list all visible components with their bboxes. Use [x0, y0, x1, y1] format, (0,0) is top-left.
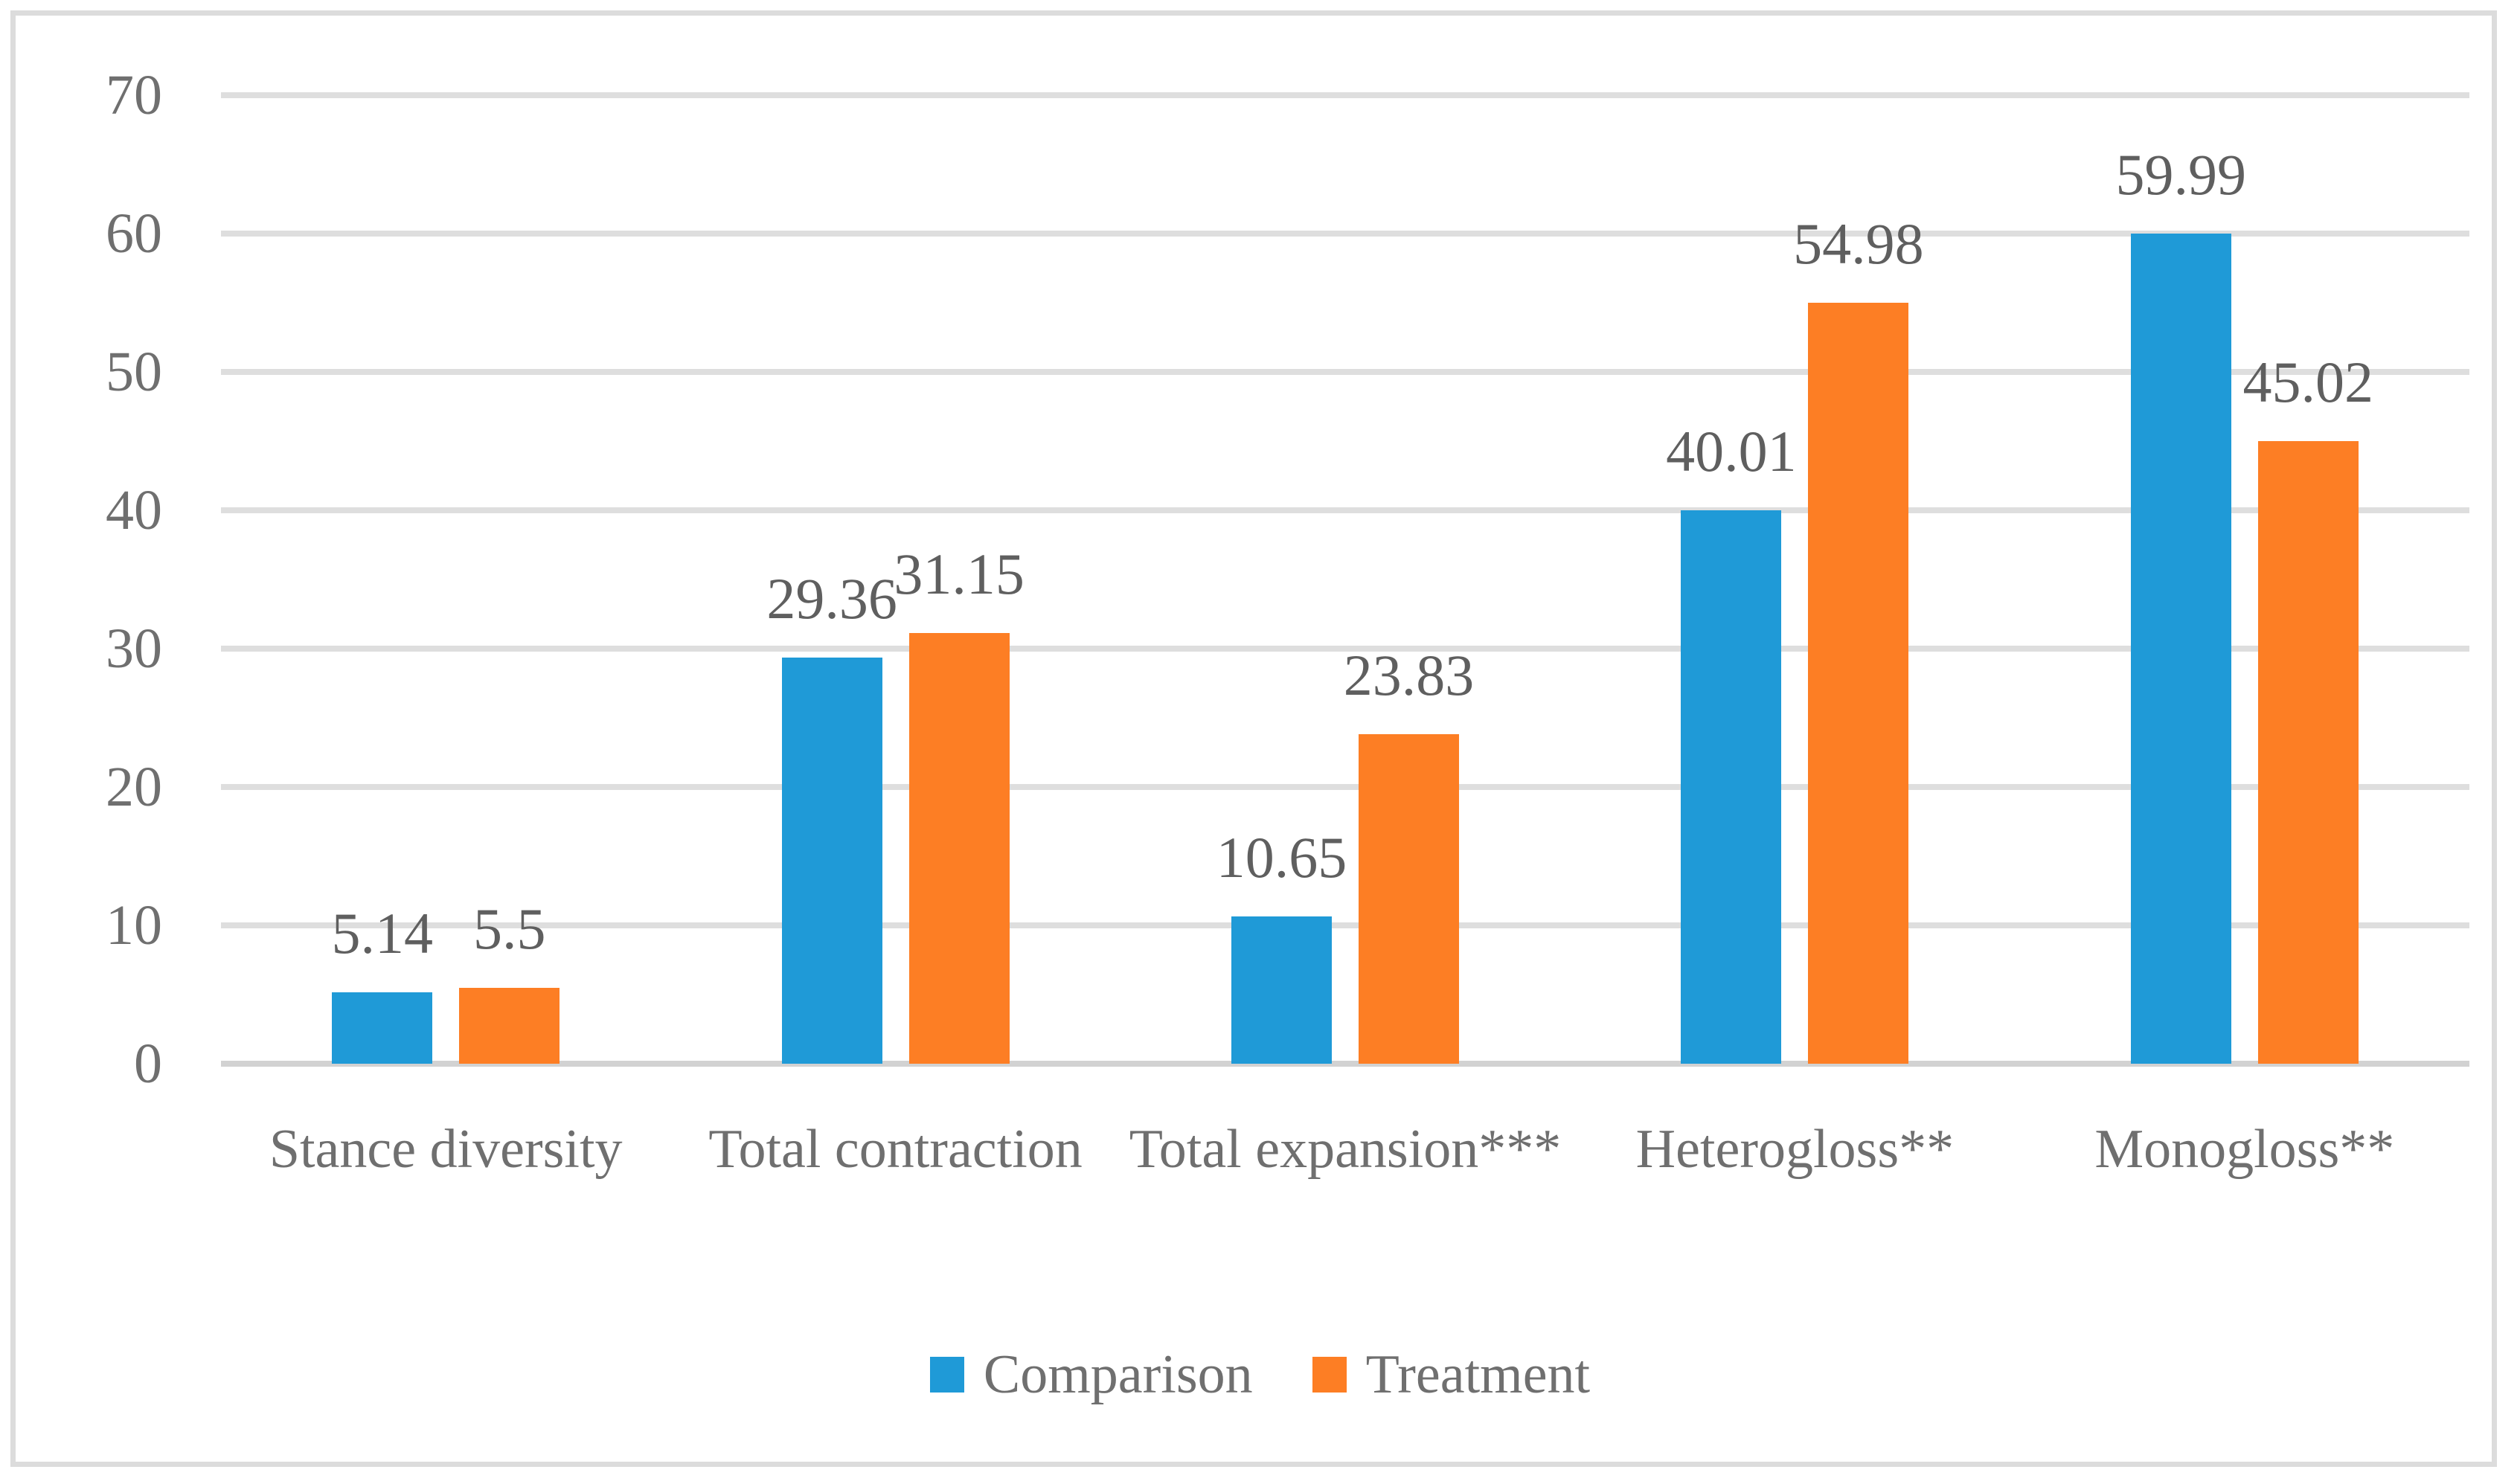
legend: Comparison Treatment — [0, 1339, 2520, 1410]
legend-label-treatment: Treatment — [1365, 1343, 1591, 1405]
comparison-swatch-icon — [929, 1356, 964, 1393]
treatment-swatch-icon — [1312, 1356, 1347, 1393]
legend-label-comparison: Comparison — [983, 1343, 1253, 1405]
legend-item-treatment: Treatment — [1312, 1347, 1590, 1402]
chart-frame — [10, 10, 2497, 1467]
legend-item-comparison: Comparison — [929, 1343, 1253, 1405]
